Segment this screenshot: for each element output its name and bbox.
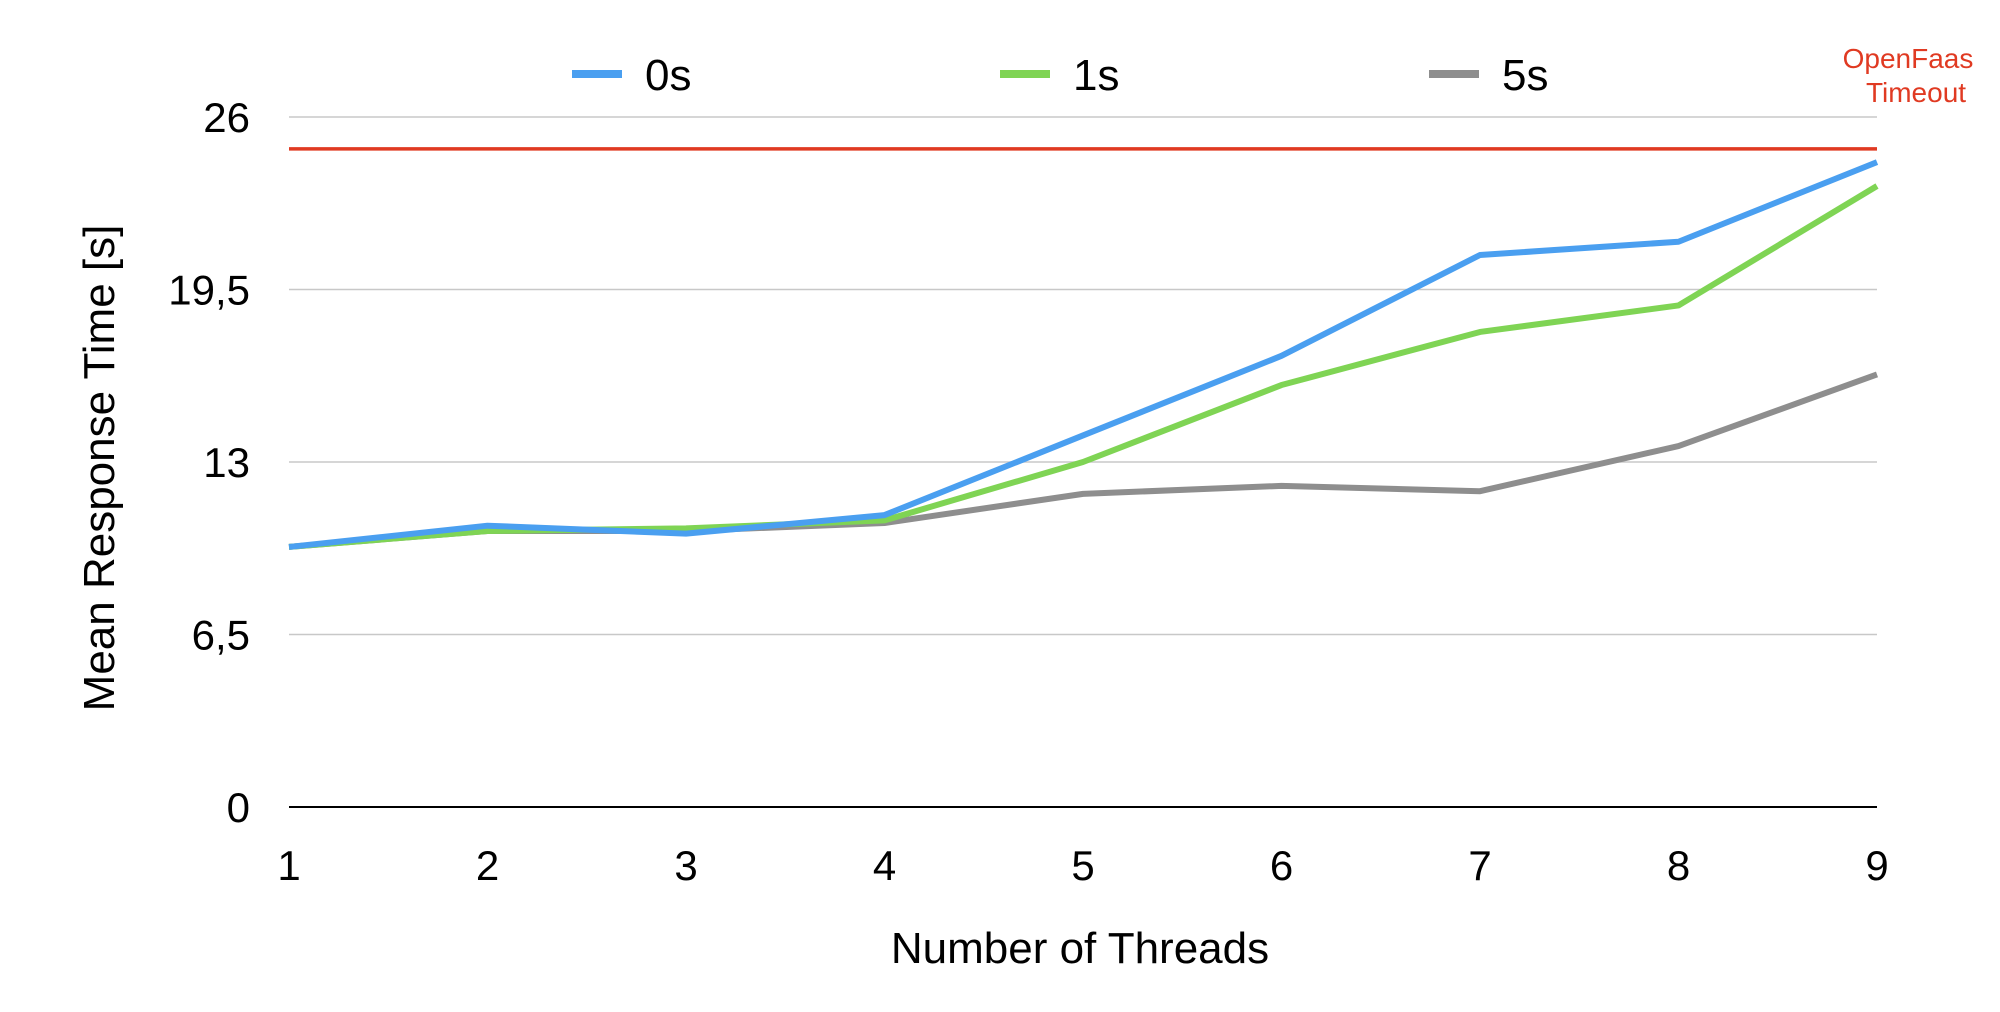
series-lines <box>288 159 1879 550</box>
y-tick-label: 6,5 <box>192 612 250 659</box>
y-tick-labels: 0 6,5 13 19,5 26 <box>168 94 250 831</box>
gridlines <box>289 116 1877 636</box>
x-axis-title: Number of Threads <box>891 924 1269 973</box>
x-tick-label: 9 <box>1865 842 1888 889</box>
x-tick-label: 8 <box>1667 842 1690 889</box>
y-tick-label: 13 <box>203 439 250 486</box>
legend-label-1s: 1s <box>1073 51 1119 100</box>
series-line-0s <box>288 159 1879 550</box>
y-tick-label: 0 <box>227 784 250 831</box>
x-tick-labels: 1 2 3 4 5 6 7 8 9 <box>277 842 1888 889</box>
legend-label-5s: 5s <box>1502 51 1548 100</box>
x-tick-label: 5 <box>1071 842 1094 889</box>
legend: 0s 1s 5s <box>572 51 1548 100</box>
x-tick-label: 4 <box>873 842 896 889</box>
y-tick-label: 26 <box>203 94 250 141</box>
x-tick-label: 6 <box>1270 842 1293 889</box>
y-axis-title: Mean Response Time [s] <box>75 225 124 712</box>
legend-label-0s: 0s <box>645 51 691 100</box>
x-tick-label: 2 <box>476 842 499 889</box>
y-tick-label: 19,5 <box>168 267 250 314</box>
x-tick-label: 7 <box>1468 842 1491 889</box>
threshold-label-line2: Timeout <box>1866 77 1966 108</box>
x-tick-label: 3 <box>674 842 697 889</box>
x-tick-label: 1 <box>277 842 300 889</box>
threshold-label-line1: OpenFaas <box>1843 43 1974 74</box>
